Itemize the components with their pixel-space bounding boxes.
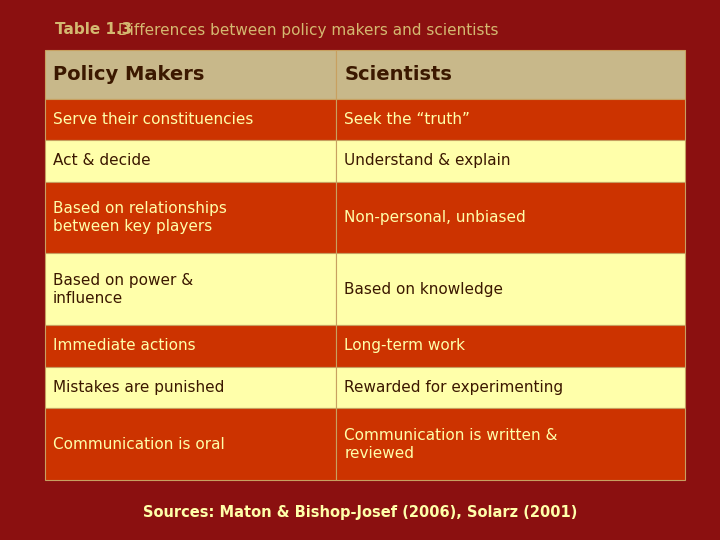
Text: Mistakes are punished: Mistakes are punished <box>53 380 225 395</box>
Text: Long-term work: Long-term work <box>344 339 465 353</box>
Bar <box>45 408 336 480</box>
Text: Communication is written &
reviewed: Communication is written & reviewed <box>344 428 558 461</box>
Text: Table 1.3: Table 1.3 <box>55 23 132 37</box>
Bar <box>45 253 336 325</box>
Bar <box>336 367 685 408</box>
Text: Immediate actions: Immediate actions <box>53 339 196 353</box>
Text: Sources: Maton & Bishop-Josef (2006), Solarz (2001): Sources: Maton & Bishop-Josef (2006), So… <box>143 504 577 519</box>
Bar <box>45 140 336 182</box>
Text: Communication is oral: Communication is oral <box>53 437 225 451</box>
Text: Serve their constituencies: Serve their constituencies <box>53 112 253 127</box>
Bar <box>45 50 336 98</box>
Text: Based on knowledge: Based on knowledge <box>344 282 503 297</box>
Text: Non-personal, unbiased: Non-personal, unbiased <box>344 210 526 225</box>
Bar <box>45 182 336 253</box>
Text: Seek the “truth”: Seek the “truth” <box>344 112 470 127</box>
Text: Scientists: Scientists <box>344 65 452 84</box>
Text: Act & decide: Act & decide <box>53 153 150 168</box>
Bar <box>336 253 685 325</box>
Bar <box>336 98 685 140</box>
Text: Based on relationships
between key players: Based on relationships between key playe… <box>53 201 227 234</box>
Bar <box>45 325 336 367</box>
Bar <box>336 50 685 98</box>
Text: Rewarded for experimenting: Rewarded for experimenting <box>344 380 563 395</box>
Bar <box>45 98 336 140</box>
Text: Based on power &
influence: Based on power & influence <box>53 273 193 306</box>
Bar <box>336 182 685 253</box>
Text: Understand & explain: Understand & explain <box>344 153 510 168</box>
Text: Policy Makers: Policy Makers <box>53 65 204 84</box>
Bar <box>336 325 685 367</box>
Bar <box>336 408 685 480</box>
Text: Differences between policy makers and scientists: Differences between policy makers and sc… <box>113 23 498 37</box>
Bar <box>336 140 685 182</box>
Bar <box>45 367 336 408</box>
